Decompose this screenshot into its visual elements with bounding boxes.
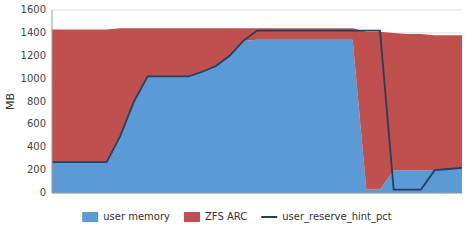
y-tick-label: 200 bbox=[27, 164, 46, 175]
y-tick-label: 400 bbox=[27, 141, 46, 152]
x-axis bbox=[52, 193, 462, 194]
legend: user memory ZFS ARC user_reserve_hint_pct bbox=[82, 211, 392, 223]
legend-swatch bbox=[184, 212, 200, 222]
legend-item: user_reserve_hint_pct bbox=[261, 211, 392, 223]
plot-area bbox=[52, 28, 462, 193]
legend-label: user memory bbox=[103, 211, 170, 222]
grid bbox=[52, 10, 462, 193]
y-tick-label: 1600 bbox=[21, 4, 46, 15]
legend-item: ZFS ARC bbox=[184, 211, 247, 222]
grid-line bbox=[52, 193, 462, 194]
grid-line bbox=[52, 10, 462, 11]
area bbox=[52, 28, 462, 189]
y-axis bbox=[52, 10, 53, 193]
legend-swatch bbox=[82, 212, 98, 222]
chart: 0 200 400 600 800 1000 1200 1400 1600 MB user memo… bbox=[0, 0, 474, 229]
line bbox=[52, 31, 462, 190]
y-tick-label: 600 bbox=[27, 118, 46, 129]
y-tick-labels: 0 200 400 600 800 1000 1200 1400 1600 bbox=[21, 4, 46, 198]
y-tick-label: 1000 bbox=[21, 73, 46, 84]
y-axis-label: MB bbox=[4, 93, 17, 110]
y-tick-label: 0 bbox=[40, 187, 46, 198]
legend-label: ZFS ARC bbox=[205, 211, 247, 222]
legend-item: user memory bbox=[82, 211, 170, 222]
legend-label: user_reserve_hint_pct bbox=[282, 211, 392, 223]
y-tick-label: 1400 bbox=[21, 27, 46, 38]
legend-swatch bbox=[261, 216, 277, 218]
y-tick-label: 1200 bbox=[21, 50, 46, 61]
y-tick-label: 800 bbox=[27, 96, 46, 107]
